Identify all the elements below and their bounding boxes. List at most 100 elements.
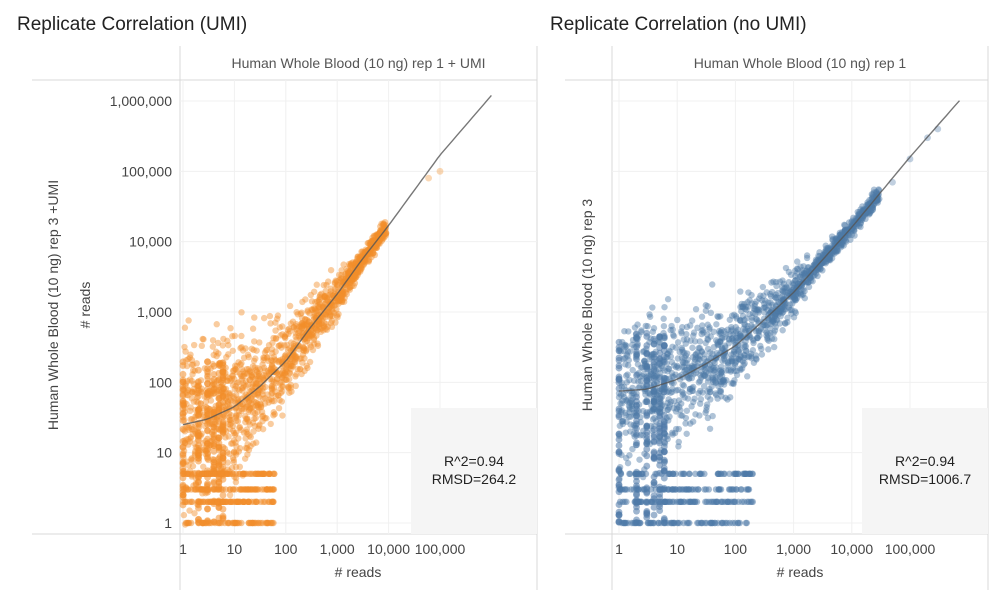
- data-point: [759, 322, 767, 329]
- data-point: [620, 393, 628, 401]
- data-point: [219, 365, 227, 372]
- data-point: [264, 391, 271, 398]
- data-point: [373, 231, 380, 238]
- data-point: [196, 405, 203, 412]
- data-point: [375, 232, 383, 239]
- data-point: [689, 418, 697, 425]
- data-point: [701, 367, 709, 374]
- data-point: [656, 385, 663, 392]
- data-point: [182, 439, 189, 447]
- data-point: [727, 368, 735, 375]
- data-point: [685, 364, 693, 371]
- data-point: [251, 422, 259, 430]
- data-point: [192, 406, 199, 414]
- data-point: [242, 345, 249, 352]
- data-point: [660, 353, 668, 360]
- data-point: [248, 372, 255, 379]
- data-point: [251, 364, 259, 371]
- data-point: [293, 336, 300, 343]
- data-point: [313, 332, 320, 339]
- data-point: [288, 339, 295, 346]
- data-point: [851, 226, 858, 234]
- data-point: [209, 431, 216, 438]
- data-point: [316, 320, 323, 328]
- data-point: [626, 452, 633, 459]
- data-point: [337, 297, 344, 304]
- data-point: [289, 363, 296, 370]
- data-point: [183, 389, 190, 396]
- scatter-points: [179, 167, 444, 528]
- data-point: [219, 444, 227, 451]
- data-point: [219, 458, 227, 466]
- data-point: [822, 258, 829, 265]
- data-point: [380, 226, 388, 233]
- data-point: [318, 320, 325, 327]
- data-point: [180, 402, 187, 410]
- data-point: [688, 317, 696, 324]
- data-point: [321, 300, 328, 308]
- data-point: [265, 399, 272, 406]
- data-point: [318, 317, 326, 324]
- data-point: [664, 399, 671, 407]
- data-point: [255, 369, 262, 377]
- data-point: [772, 294, 779, 302]
- data-point: [650, 388, 657, 395]
- data-point: [248, 400, 255, 407]
- data-point: [770, 329, 777, 337]
- data-point: [379, 231, 387, 238]
- data-point: [240, 354, 248, 362]
- data-point: [832, 235, 839, 243]
- data-point: [218, 470, 225, 478]
- data-point: [650, 350, 658, 358]
- data-point: [356, 261, 363, 269]
- data-point: [616, 463, 624, 471]
- data-point: [205, 486, 212, 493]
- data-point: [682, 340, 689, 347]
- data-point: [225, 420, 232, 428]
- data-point: [185, 355, 192, 363]
- data-point: [866, 209, 874, 217]
- data-point: [664, 350, 671, 358]
- data-point: [189, 361, 197, 368]
- data-point: [232, 414, 240, 421]
- data-point: [633, 390, 640, 397]
- data-point: [629, 445, 636, 453]
- data-point: [355, 268, 362, 275]
- data-point: [231, 365, 239, 373]
- data-point: [195, 389, 202, 397]
- data-point: [841, 227, 849, 234]
- y-axis-title: Human Whole Blood (10 ng) rep 3: [579, 199, 595, 412]
- data-point: [650, 374, 658, 382]
- data-point: [854, 208, 861, 216]
- data-point: [789, 280, 796, 287]
- data-point: [210, 351, 217, 359]
- data-point: [755, 306, 762, 313]
- data-point: [227, 324, 234, 332]
- data-point: [321, 320, 328, 327]
- data-point: [615, 347, 623, 355]
- data-point: [724, 396, 731, 403]
- data-point: [692, 411, 699, 418]
- data-point: [348, 261, 355, 269]
- data-point: [353, 265, 360, 273]
- data-point: [334, 282, 341, 289]
- data-point: [194, 432, 201, 439]
- data-point: [203, 394, 211, 401]
- data-point: [637, 418, 644, 426]
- data-point: [683, 323, 691, 331]
- data-point: [618, 407, 626, 414]
- data-point: [248, 396, 255, 403]
- data-point: [622, 409, 629, 417]
- data-point: [245, 353, 252, 361]
- data-point: [222, 364, 229, 371]
- data-point: [181, 404, 189, 412]
- data-point: [725, 360, 732, 367]
- data-point: [287, 384, 294, 391]
- data-point: [688, 385, 696, 392]
- data-point: [244, 441, 251, 448]
- data-point: [179, 498, 187, 506]
- data-point: [247, 519, 254, 527]
- data-point: [257, 403, 265, 410]
- data-point: [637, 377, 644, 385]
- data-point: [704, 345, 712, 353]
